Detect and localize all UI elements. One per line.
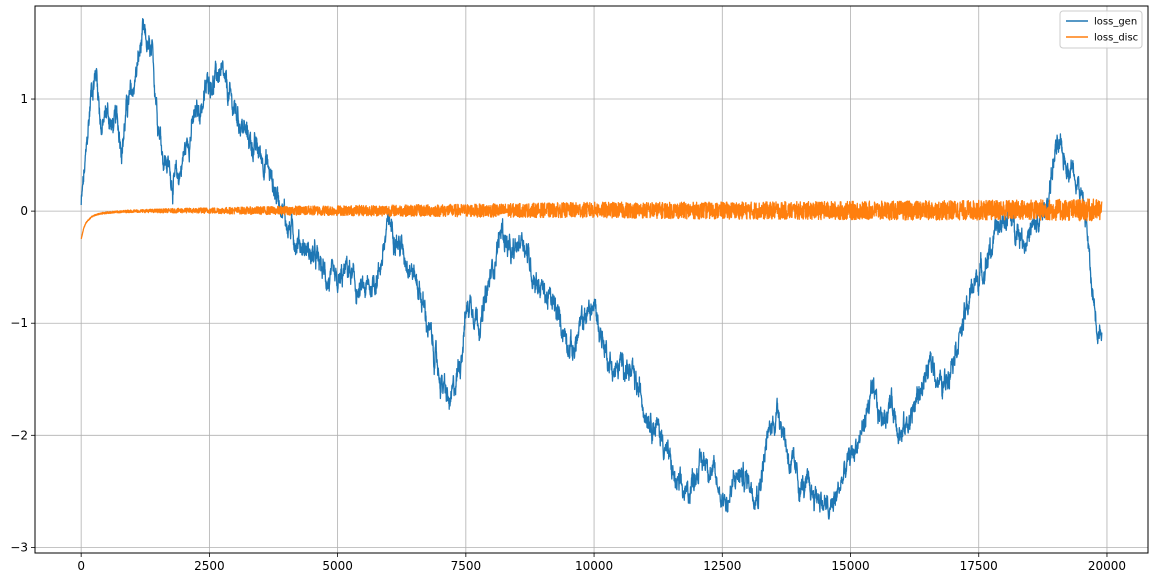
legend: loss_gen loss_disc — [1059, 10, 1143, 49]
plot-background — [35, 6, 1148, 553]
x-tick-label: 20000 — [1088, 559, 1126, 573]
axis-ticks: 0 2500 5000 7500 10000 12500 15000 17500 20000 −3… — [10, 92, 1126, 573]
y-tick-label: −2 — [10, 428, 28, 442]
x-tick-label: 0 — [77, 559, 85, 573]
plot-frame — [34, 5, 1149, 554]
y-tick-label: 1 — [20, 92, 28, 106]
x-tick-label: 17500 — [960, 559, 998, 573]
x-tick-label: 2500 — [194, 559, 225, 573]
x-tick-label: 12500 — [703, 559, 741, 573]
x-tick-label: 10000 — [575, 559, 613, 573]
x-tick-label: 5000 — [322, 559, 353, 573]
y-tick-label: −3 — [10, 540, 28, 554]
series-lines — [80, 18, 1103, 520]
legend-label: loss_disc — [1094, 33, 1138, 44]
series-line-loss-gen — [80, 18, 1103, 520]
y-tick-label: 0 — [20, 204, 28, 218]
series-line-loss-disc — [80, 198, 1103, 240]
x-tick-label: 7500 — [451, 559, 482, 573]
y-tick-label: −1 — [10, 316, 28, 330]
legend-label: loss_gen — [1094, 17, 1137, 28]
x-tick-label: 15000 — [831, 559, 869, 573]
